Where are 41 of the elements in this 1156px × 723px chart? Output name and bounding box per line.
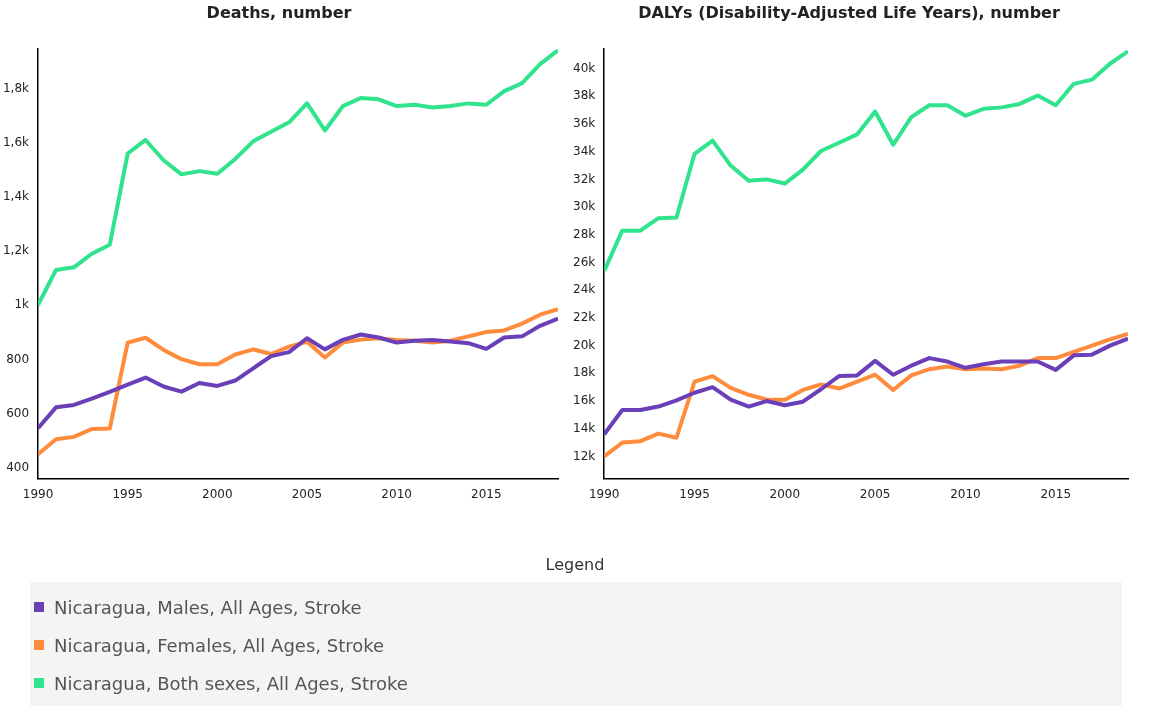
y-tick-label: 20k (573, 337, 596, 352)
y-tick-label: 1k (14, 297, 30, 312)
legend-label: Nicaragua, Females, All Ages, Stroke (54, 634, 385, 656)
x-tick-label: 1990 (588, 486, 620, 501)
y-tick-label: 28k (573, 226, 596, 241)
y-tick-label: 24k (573, 282, 596, 297)
x-tick-label: 2010 (381, 486, 412, 501)
x-tick-label: 2000 (202, 486, 233, 501)
chart-title: Deaths, number (206, 2, 352, 22)
y-tick-label: 38k (573, 88, 596, 103)
x-tick-label: 2015 (1040, 486, 1072, 501)
y-tick-label: 1,6k (2, 134, 30, 149)
y-tick-label: 30k (573, 199, 596, 214)
x-tick-label: 2010 (950, 486, 981, 501)
y-tick-label: 1,8k (2, 80, 30, 95)
y-tick-label: 32k (573, 171, 596, 186)
legend-label: Nicaragua, Males, All Ages, Stroke (54, 596, 362, 618)
y-tick-label: 400 (6, 459, 30, 474)
x-tick-label: 2005 (859, 486, 891, 501)
y-tick-label: 800 (6, 351, 30, 366)
x-tick-label: 1995 (679, 486, 710, 501)
x-tick-label: 1990 (22, 486, 54, 501)
y-tick-label: 18k (573, 365, 596, 380)
chart-title: DALYs (Disability-Adjusted Life Years), number (638, 2, 1060, 22)
y-tick-label: 1,2k (2, 243, 30, 258)
y-tick-label: 12k (573, 448, 596, 463)
y-tick-label: 600 (6, 405, 30, 420)
x-tick-label: 1995 (112, 486, 143, 501)
y-tick-label: 26k (573, 254, 596, 269)
y-tick-label: 22k (573, 310, 596, 325)
legend-title: Legend (544, 555, 606, 574)
legend-label: Nicaragua, Both sexes, All Ages, Stroke (54, 672, 408, 694)
y-tick-label: 1,4k (2, 188, 30, 203)
y-tick-label: 14k (573, 420, 596, 435)
y-tick-label: 36k (573, 116, 596, 131)
y-tick-label: 34k (573, 143, 596, 158)
y-tick-label: 16k (573, 393, 596, 408)
x-tick-label: 2000 (769, 486, 801, 501)
y-tick-label: 40k (573, 60, 596, 75)
x-tick-label: 2015 (471, 486, 502, 501)
x-tick-label: 2005 (291, 486, 323, 501)
